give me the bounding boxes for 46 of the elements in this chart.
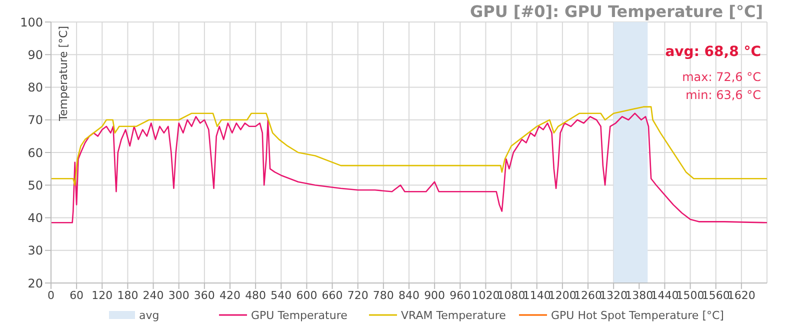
x-tick-label: 900 [424, 288, 446, 302]
x-tick-label: 120 [92, 288, 113, 302]
x-tick-label: 300 [168, 288, 190, 302]
x-tick-label: 180 [117, 288, 138, 302]
y-tick-label: 70 [28, 113, 43, 128]
x-tick-label: 660 [322, 288, 343, 302]
x-tick-label: 1500 [676, 288, 704, 302]
y-tick-label: 20 [28, 276, 43, 290]
x-tick-label: 960 [450, 288, 471, 302]
x-tick-label: 780 [372, 288, 394, 302]
x-tick-label: 1080 [497, 288, 526, 302]
annotation: max: 72,6 °C [682, 70, 761, 84]
x-tick-label: 360 [194, 288, 215, 302]
y-axis-title: Temperature [°C] [57, 26, 70, 122]
x-tick-label: 420 [220, 288, 240, 302]
annotation: avg: 68,8 °C [665, 44, 761, 60]
x-tick-label: 1620 [727, 288, 756, 302]
y-tick-label: 60 [28, 146, 43, 160]
x-tick-label: 720 [347, 288, 368, 302]
x-tick-label: 1560 [702, 288, 730, 302]
x-tick-label: 1440 [650, 288, 679, 302]
x-tick-label: 840 [398, 288, 420, 302]
x-tick-label: 240 [142, 288, 164, 302]
y-tick-label: 30 [28, 244, 43, 258]
x-tick-label: 540 [270, 288, 292, 302]
x-tick-label: 1260 [574, 288, 602, 302]
y-tick-label: 100 [20, 15, 43, 30]
x-tick-label: 1140 [522, 288, 551, 302]
x-tick-label: 480 [245, 288, 266, 302]
legend-label: GPU Temperature [251, 309, 348, 322]
annotation: min: 63,6 °C [686, 88, 761, 102]
x-tick-label: 0 [48, 288, 54, 302]
y-tick-label: 90 [28, 48, 43, 62]
x-tick-label: 1200 [548, 288, 576, 302]
x-tick-label: 1320 [600, 288, 628, 302]
y-tick-label: 40 [28, 211, 43, 226]
chart-title: GPU [#0]: GPU Temperature [°C] [470, 2, 763, 21]
legend-label: VRAM Temperature [401, 309, 506, 322]
legend-label: avg [139, 309, 160, 322]
x-tick-label: 600 [296, 288, 318, 302]
legend-label: GPU Hot Spot Temperature [°C] [551, 309, 724, 322]
x-tick-label: 1380 [625, 288, 654, 302]
y-tick-label: 80 [28, 80, 43, 95]
x-tick-label: 60 [70, 288, 84, 302]
y-tick-label: 50 [28, 178, 43, 192]
x-tick-label: 1020 [472, 288, 500, 302]
